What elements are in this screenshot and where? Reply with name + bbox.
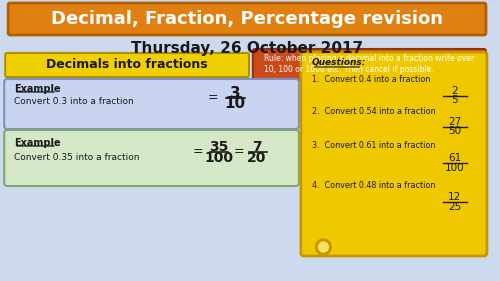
Text: 27: 27 <box>448 117 461 127</box>
Text: Convert 0.35 into a fraction: Convert 0.35 into a fraction <box>14 153 140 162</box>
Text: Example: Example <box>14 84 60 94</box>
Text: 61: 61 <box>448 153 461 163</box>
Text: 100: 100 <box>445 163 464 173</box>
Text: Questions:: Questions: <box>312 58 366 67</box>
Text: 7: 7 <box>252 140 262 154</box>
Text: 35: 35 <box>209 140 229 154</box>
Text: Example: Example <box>14 138 60 148</box>
Text: Rule: when placing a decimal into a fraction write over
10, 100 or 1000 etc. The: Rule: when placing a decimal into a frac… <box>264 54 474 74</box>
Text: 3: 3 <box>230 85 240 101</box>
Text: =: = <box>234 146 244 158</box>
Text: Decimal, Fraction, Percentage revision: Decimal, Fraction, Percentage revision <box>51 10 443 28</box>
Circle shape <box>316 239 331 255</box>
FancyBboxPatch shape <box>4 79 299 129</box>
Text: 100: 100 <box>204 151 233 165</box>
Text: 20: 20 <box>247 151 266 165</box>
Text: Convert 0.3 into a fraction: Convert 0.3 into a fraction <box>14 98 134 106</box>
Text: 25: 25 <box>448 202 461 212</box>
Text: 10: 10 <box>224 96 246 112</box>
Text: =: = <box>193 146 203 158</box>
Text: 3.  Convert 0.61 into a fraction: 3. Convert 0.61 into a fraction <box>312 142 435 151</box>
Text: 4.  Convert 0.48 into a fraction: 4. Convert 0.48 into a fraction <box>312 180 435 189</box>
Text: 12: 12 <box>448 192 461 202</box>
Text: Decimals into fractions: Decimals into fractions <box>46 58 207 71</box>
Text: 50: 50 <box>448 126 461 136</box>
Text: 1.  Convert 0.4 into a fraction: 1. Convert 0.4 into a fraction <box>312 76 430 85</box>
FancyBboxPatch shape <box>4 130 299 186</box>
FancyBboxPatch shape <box>5 53 249 77</box>
FancyBboxPatch shape <box>253 49 486 80</box>
FancyBboxPatch shape <box>8 3 486 35</box>
Text: =: = <box>208 92 218 105</box>
Text: Thursday, 26 October 2017: Thursday, 26 October 2017 <box>131 42 363 56</box>
Circle shape <box>318 242 328 252</box>
Text: 2: 2 <box>452 86 458 96</box>
FancyBboxPatch shape <box>301 52 487 256</box>
Text: 2.  Convert 0.54 into a fraction: 2. Convert 0.54 into a fraction <box>312 106 436 115</box>
Text: 5: 5 <box>452 95 458 105</box>
